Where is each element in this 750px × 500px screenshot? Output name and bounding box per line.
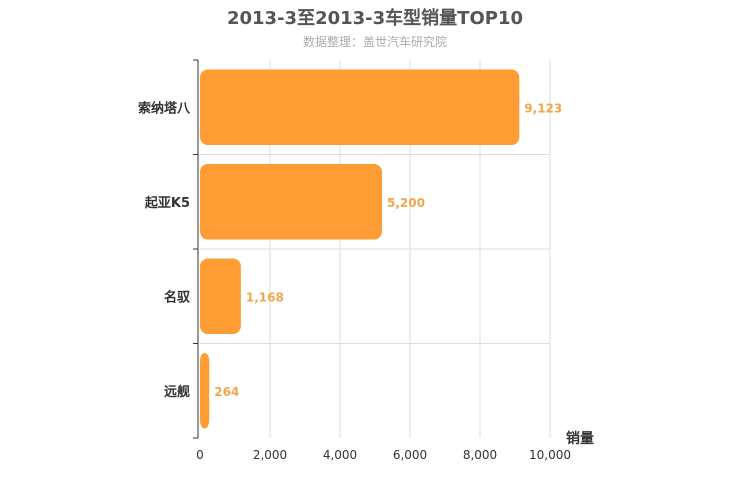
x-tick-label: 2,000 xyxy=(253,448,287,462)
labels: 0 2,000 4,000 6,000 8,000 10,000 索纳塔八 9,123 起亚K5… xyxy=(138,100,571,462)
data-label: 1,168 xyxy=(246,290,284,304)
category-label: 名驭 xyxy=(164,289,191,305)
x-tick-label: 0 xyxy=(196,448,204,462)
x-tick-label: 6,000 xyxy=(393,448,427,462)
bar xyxy=(200,69,520,146)
x-tick-label: 8,000 xyxy=(463,448,497,462)
category-label: 索纳塔八 xyxy=(138,100,191,116)
data-label: 5,200 xyxy=(387,196,425,210)
x-tick-label: 10,000 xyxy=(529,448,571,462)
chart-title: 2013-3至2013-3车型销量TOP10 xyxy=(226,8,523,29)
bars xyxy=(200,69,520,429)
data-label: 264 xyxy=(214,385,239,399)
x-axis-title: 销量 xyxy=(566,430,594,447)
bar xyxy=(200,258,241,335)
bar xyxy=(200,163,382,240)
category-label: 起亚K5 xyxy=(144,195,190,211)
data-label: 9,123 xyxy=(524,101,562,115)
x-tick-label: 4,000 xyxy=(323,448,357,462)
category-label: 远舰 xyxy=(164,384,190,400)
bar xyxy=(200,352,210,429)
axes xyxy=(193,59,199,439)
chart-subtitle: 数据整理：盖世汽车研究院 xyxy=(302,35,447,49)
